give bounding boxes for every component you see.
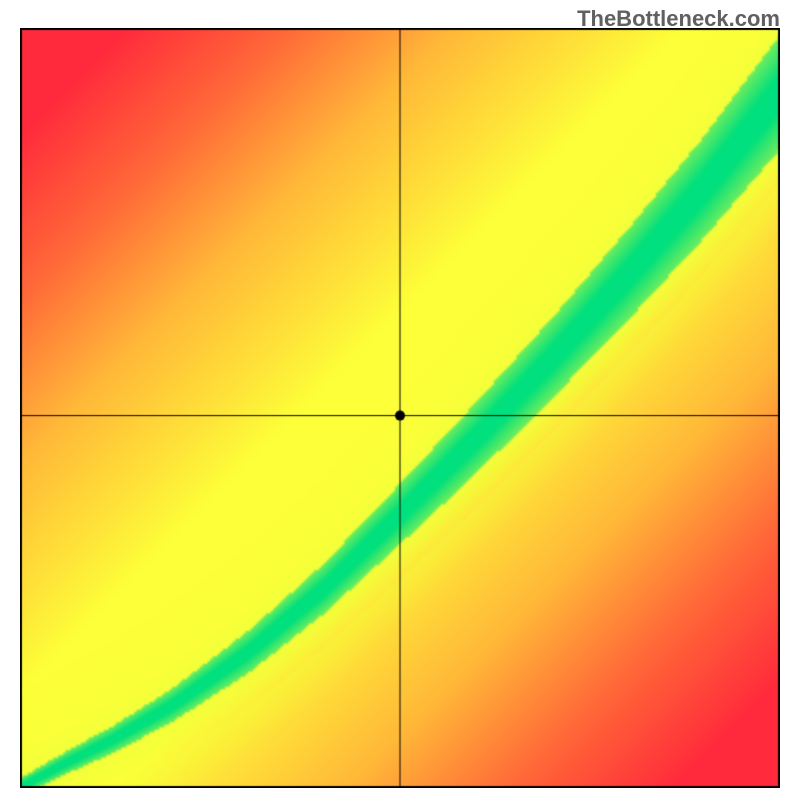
watermark-text: TheBottleneck.com bbox=[577, 6, 780, 32]
heatmap-plot bbox=[20, 28, 780, 788]
heatmap-canvas bbox=[20, 28, 780, 788]
